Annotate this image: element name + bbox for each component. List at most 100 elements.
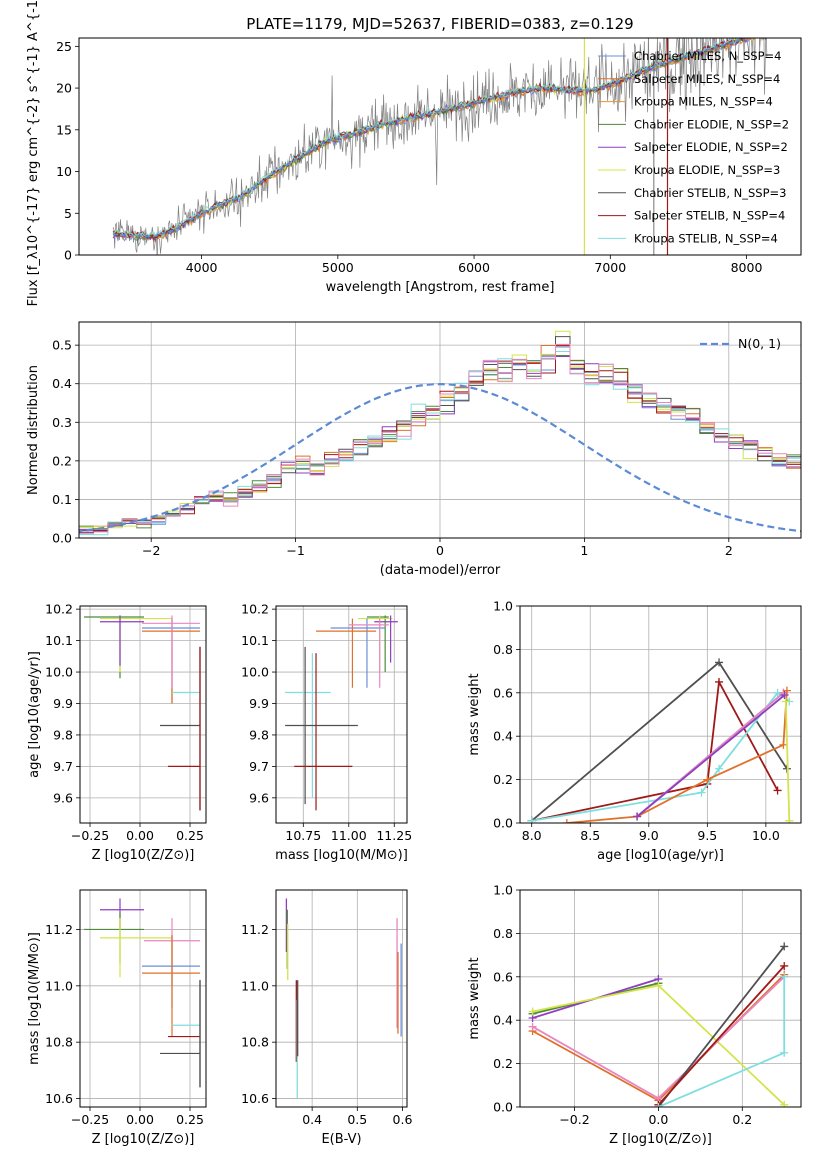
mass-weight-line <box>531 679 779 822</box>
data-point-marker <box>633 812 642 821</box>
data-point-marker <box>715 764 724 773</box>
y-tick-label: 20 <box>56 81 72 96</box>
y-tick-label: 15 <box>56 122 72 137</box>
data-point-marker <box>780 972 789 981</box>
data-point-marker <box>780 690 789 699</box>
axes-frame <box>275 889 408 1108</box>
data-point-marker <box>785 816 794 823</box>
panel-age-vs-mass: 10.75 11.00 11.25 9.6 9.7 9.8 9.9 10.0 10.1 10.2 m… <box>241 602 412 863</box>
y-tick-label: 10.0 <box>45 665 73 680</box>
y-tick-label: 10.2 <box>241 602 269 617</box>
y-tick-label: 0.5 <box>52 338 72 353</box>
y-tick-label: 0 <box>64 248 72 263</box>
data-point-marker <box>654 981 663 990</box>
x-tick-label: 0.5 <box>347 1112 367 1127</box>
y-tick-label: 9.8 <box>249 727 269 742</box>
y-tick-label: 10.0 <box>241 665 269 680</box>
data-point-marker <box>782 686 791 695</box>
legend-label: Salpeter STELIB, N_SSP=4 <box>634 209 785 223</box>
y-tick-label: 0.3 <box>52 415 72 430</box>
y-tick-label: 9.7 <box>53 759 73 774</box>
data-point-marker <box>780 942 789 951</box>
x-axis-label: Z [log10(Z/Z⊙)] <box>92 1132 195 1147</box>
mass-weight-line <box>636 694 786 818</box>
axes-frame <box>79 605 207 824</box>
y-tick-label: 0.8 <box>493 642 513 657</box>
x-tick-label: 0.25 <box>176 828 204 843</box>
y-tick-label: 10 <box>56 164 72 179</box>
legend-label: Salpeter ELODIE, N_SSP=2 <box>634 140 788 154</box>
x-tick-label: 11.25 <box>376 828 412 843</box>
y-axis-label: mass weight <box>467 673 482 755</box>
legend: N(0, 1) <box>700 336 781 351</box>
data-point-marker <box>528 1007 537 1016</box>
gaussian-curve <box>79 382 801 533</box>
y-tick-label: 0.6 <box>493 685 513 700</box>
y-tick-label: 9.9 <box>249 696 269 711</box>
x-tick-label: 0.4 <box>302 1112 322 1127</box>
x-tick-label: 2 <box>725 543 733 558</box>
legend-label: Kroupa ELODIE, N_SSP=3 <box>634 163 780 177</box>
data-point-marker <box>779 740 788 749</box>
y-tick-label: 11.2 <box>241 922 269 937</box>
y-tick-label: 9.9 <box>53 696 73 711</box>
panel-spectrum: 4000 5000 6000 7000 8000 0 5 10 15 20 25 wavelength… <box>26 0 802 306</box>
x-tick-label: −0.25 <box>71 828 109 843</box>
panel-massweight-vs-Z: −0.2 0.0 0.2 0.0 0.2 0.4 0.6 0.8 1.0 Z [log10(Z/Z… <box>467 883 802 1147</box>
model-spectrum <box>112 38 749 244</box>
legend-label: Salpeter MILES, N_SSP=4 <box>634 72 780 86</box>
x-axis-label: wavelength [Angstrom, rest frame] <box>326 280 555 295</box>
data-point-marker <box>780 961 789 970</box>
data-point-marker <box>528 1022 537 1031</box>
axes-frame <box>519 889 802 1108</box>
model-dashed-overlay <box>113 38 750 238</box>
data-point-marker <box>703 775 712 784</box>
y-axis-label: Flux [f_λ10^{-17} erg cm^{-2} s^{-1} A^{… <box>26 0 41 306</box>
plot-area-mass-vs-Z <box>84 898 201 1088</box>
x-tick-label: 8.0 <box>522 828 542 843</box>
chart-layer: 4000 5000 6000 7000 80000510152025wavelength… <box>26 0 802 1147</box>
y-tick-label: 0.1 <box>52 492 72 507</box>
y-tick-label: 11.2 <box>45 922 73 937</box>
y-tick-label: 5 <box>64 206 72 221</box>
y-tick-label: 25 <box>56 39 72 54</box>
y-tick-label: 10.8 <box>241 1035 269 1050</box>
y-tick-label: 0.2 <box>493 772 513 787</box>
data-point-marker <box>715 677 724 686</box>
y-tick-label: 10.6 <box>45 1091 73 1106</box>
y-tick-label: 11.0 <box>241 978 269 993</box>
y-tick-label: 1.0 <box>493 883 513 898</box>
data-point-marker <box>562 819 571 823</box>
y-tick-label: 9.6 <box>249 790 269 805</box>
data-point-marker <box>780 1048 789 1057</box>
x-tick-label: 0 <box>436 543 444 558</box>
x-tick-label: −1 <box>286 543 304 558</box>
legend-label: Chabrier ELODIE, N_SSP=2 <box>634 117 789 131</box>
x-tick-label: 8000 <box>731 260 763 275</box>
plot-area-massweight-vs-Z <box>528 942 789 1107</box>
y-tick-label: 10.2 <box>45 602 73 617</box>
x-tick-label: 0.00 <box>126 1112 154 1127</box>
x-axis-label: Z [log10(Z/Z⊙)] <box>92 848 195 863</box>
y-tick-label: 10.1 <box>45 633 73 648</box>
plot-area-spectrum <box>112 38 768 255</box>
x-tick-label: 0.6 <box>393 1112 413 1127</box>
mass-weight-line <box>657 965 785 1106</box>
x-tick-label: 5000 <box>322 260 354 275</box>
axes-frame <box>275 605 408 824</box>
axes-frame <box>78 37 802 256</box>
y-tick-label: 0.4 <box>493 1013 513 1028</box>
legend-label: Kroupa MILES, N_SSP=4 <box>634 95 773 109</box>
x-tick-label: 10.0 <box>752 828 780 843</box>
x-tick-label: 8.5 <box>580 828 600 843</box>
legend-label: Kroupa STELIB, N_SSP=4 <box>634 231 778 245</box>
panel-mass-vs-Z: −0.25 0.00 0.25 10.6 10.8 11.0 11.2 Z [log10(Z/… <box>27 889 207 1147</box>
x-tick-label: 6000 <box>458 260 490 275</box>
x-tick-label: 0.25 <box>176 1112 204 1127</box>
data-point-marker <box>715 658 724 667</box>
x-tick-label: −0.2 <box>559 1112 589 1127</box>
legend: Chabrier MILES, N_SSP=4 Salpeter MILES, N… <box>598 49 789 245</box>
x-tick-label: −2 <box>142 543 160 558</box>
axes-frame <box>78 321 802 539</box>
